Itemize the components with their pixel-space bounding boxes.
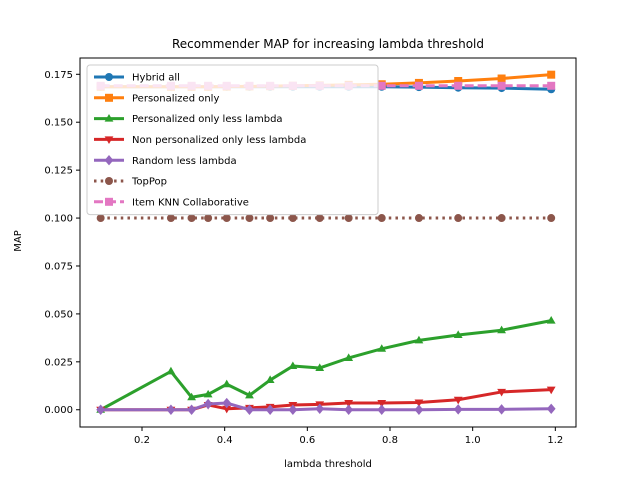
data-point <box>187 392 196 401</box>
x-tick-label: 0.4 <box>217 435 233 446</box>
data-point <box>344 353 354 361</box>
data-point <box>344 214 353 223</box>
y-tick-label: 0.000 <box>44 405 73 416</box>
data-point <box>497 74 506 83</box>
x-axis-label: lambda threshold <box>284 459 372 470</box>
data-point <box>288 361 298 370</box>
axes: 0.2 0.4 0.6 0.8 1.0 1.2 0.000 0.025 0.050 0.075 0.… <box>44 57 577 446</box>
data-point <box>454 81 463 90</box>
data-point <box>245 404 254 415</box>
data-point <box>315 214 324 223</box>
data-point <box>222 379 232 388</box>
data-point <box>222 405 232 414</box>
legend-label: Item KNN Collaborative <box>132 197 249 208</box>
data-point <box>96 404 106 415</box>
data-point <box>497 388 506 397</box>
data-point <box>497 404 506 415</box>
legend-marker <box>105 197 113 206</box>
legend-label: Non personalized only less lambda <box>132 135 306 146</box>
legend-label: TopPop <box>131 177 167 188</box>
data-point <box>266 214 275 223</box>
data-point <box>166 366 176 375</box>
legend: Hybrid all Personalized only Personalized … <box>86 64 379 216</box>
data-point <box>377 214 386 223</box>
series-random-less-lambda <box>96 397 556 415</box>
data-point <box>315 403 325 414</box>
x-tick-label: 0.6 <box>299 435 315 446</box>
data-point <box>546 386 556 395</box>
legend-marker <box>105 93 113 102</box>
y-tick-label: 0.075 <box>44 261 73 272</box>
data-point <box>377 344 387 352</box>
x-tick-label: 0.2 <box>134 435 150 446</box>
data-point <box>547 70 556 79</box>
data-point <box>96 214 105 223</box>
legend-marker <box>105 73 113 81</box>
data-point <box>497 81 506 90</box>
data-point <box>414 404 424 415</box>
series-toppop <box>96 214 556 223</box>
data-point <box>453 396 463 405</box>
legend-marker <box>104 136 114 144</box>
data-point <box>203 389 213 398</box>
data-point <box>245 214 254 223</box>
legend-box <box>86 64 379 216</box>
y-tick-label: 0.050 <box>44 309 73 320</box>
x-tick-label: 0.8 <box>382 435 398 446</box>
data-point <box>288 404 298 415</box>
data-point <box>453 404 463 415</box>
data-point <box>377 400 387 408</box>
y-tick-label: 0.125 <box>44 166 73 177</box>
y-tick-label: 0.025 <box>44 357 73 368</box>
data-point <box>453 330 463 338</box>
data-point <box>315 363 325 371</box>
data-point <box>245 390 254 399</box>
x-tick-label: 1.2 <box>547 435 563 446</box>
chart-title: Recommender MAP for increasing lambda th… <box>172 37 484 51</box>
data-point <box>203 398 213 410</box>
data-point <box>414 214 423 223</box>
legend-marker <box>104 114 114 122</box>
data-point <box>497 325 506 334</box>
data-point <box>166 404 176 415</box>
data-point <box>377 404 387 415</box>
data-point <box>222 397 232 409</box>
data-point <box>546 316 556 324</box>
data-point <box>265 404 275 415</box>
data-point <box>377 81 386 90</box>
axes-frame <box>79 57 577 428</box>
data-point <box>344 400 354 408</box>
y-tick-label: 0.150 <box>44 118 73 129</box>
legend-marker <box>104 155 114 166</box>
y-tick-label: 0.100 <box>44 214 73 225</box>
data-point <box>414 335 424 344</box>
data-point <box>166 214 175 223</box>
data-point <box>265 375 275 384</box>
data-point <box>546 403 556 414</box>
data-point <box>288 214 297 223</box>
data-point <box>222 214 231 223</box>
legend-label: Personalized only less lambda <box>132 114 283 125</box>
legend-label: Personalized only <box>132 93 219 104</box>
data-point <box>454 77 463 86</box>
legend-marker <box>105 177 113 185</box>
x-tick-label: 1.0 <box>465 435 481 446</box>
y-tick-label: 0.175 <box>44 70 73 81</box>
data-point <box>454 214 463 223</box>
data-point <box>187 404 196 415</box>
data-point <box>547 81 556 90</box>
data-point <box>414 399 424 408</box>
legend-label: Random less lambda <box>132 156 237 167</box>
data-point <box>187 214 196 223</box>
data-point <box>204 214 213 223</box>
data-point <box>414 81 423 90</box>
data-point <box>497 214 506 223</box>
legend-label: Hybrid all <box>132 73 180 84</box>
data-point <box>344 404 354 415</box>
series-personalized-only-less-lambda <box>96 316 556 413</box>
data-point <box>547 214 556 223</box>
y-axis-label: MAP <box>13 230 24 252</box>
